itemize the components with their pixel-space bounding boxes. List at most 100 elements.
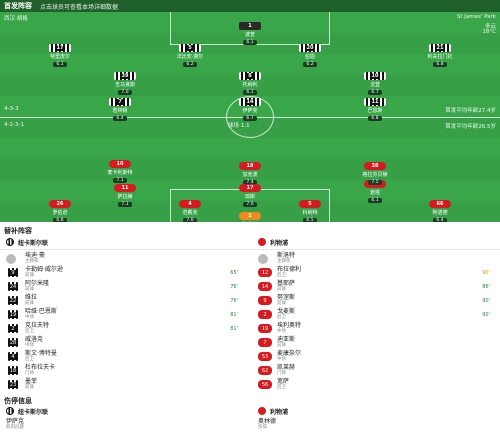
sub-position: 前锋 [277,300,286,306]
injury-row[interactable]: 伊萨克 肌肉问题 [6,418,246,431]
away-player[interactable]: 5 科纳特 6.5 [280,200,340,222]
home-player[interactable]: 7 若林顿 6.4 [90,98,150,121]
player-rating: 6.1 [368,198,382,203]
player-rating: 6.2 [303,62,317,67]
sub-row[interactable]: 22 维拉 前锋 76' [6,294,246,307]
home-player[interactable]: 21 利夫拉门托 6.8 [410,44,470,67]
injury-reason: 肌肉问题 [6,424,24,430]
lineup-header: 首发阵容 点击球员可查看本场详细数据 [0,0,500,12]
player-name: 若林顿 [112,108,128,114]
sub-row[interactable]: 56 宽萨 后卫 [258,378,498,391]
sub-number: 24 [6,282,20,291]
sub-name: 迪亚斯 [277,335,296,343]
shirt-number: 1 [248,23,252,29]
sub-number-text: 12 [261,269,269,276]
sub-row[interactable]: 23 墨菲 前锋 [6,378,246,391]
shirt-icon: 26 [49,200,71,208]
home-player[interactable]: 14 伊萨克 6.7 [220,98,280,121]
shirt-number: 8 [246,73,254,79]
sub-position: 后卫 [277,384,286,390]
player-name: 伯恩 [304,54,315,60]
sub-row[interactable]: 埃迪·豪 主教练 [6,252,246,265]
home-player[interactable]: 10 戈登 6.7 [345,72,405,95]
sub-number: 62 [258,366,272,375]
sub-row[interactable]: 19 埃利奥特 中场 [258,322,498,335]
shirt-number: 26 [56,201,64,207]
shirt-icon: 1 [239,212,261,220]
home-player[interactable]: 17 特里皮尔 6.1 [30,44,90,67]
sub-row[interactable]: 12 布拉德利 后卫 90' [258,266,498,279]
sub-row[interactable]: 18 杜布拉夫卡 门将 [6,364,246,377]
sub-text: 哈维·巴恩斯 中场 [25,308,57,321]
injury-name: 伊萨克 [6,417,25,425]
player-rating: 6.1 [243,40,257,45]
sub-text: 戈麦斯 后卫 [277,308,295,321]
home-player[interactable]: 1 波普 6.1 [220,22,280,45]
sub-row[interactable]: 28 威洛克 中场 [6,336,246,349]
sub-position: 前锋 [25,300,34,306]
sub-number: 4 [6,352,20,361]
away-formation: 4-2-3-1 [4,122,24,128]
sub-row[interactable]: 2 克拉夫特 后卫 81' [6,322,246,335]
player-name: 萨拉赫 [117,194,133,200]
shirt-icon: 17 [49,44,71,52]
sub-number-text: 28 [8,339,18,346]
sub-row[interactable]: 2 戈麦斯 后卫 90' [258,308,498,321]
sub-row[interactable]: 9 卡勒姆·威尔逊 前锋 65' [6,266,246,279]
sub-row[interactable]: 19 哈维·巴恩斯 中场 81' [6,308,246,321]
shirt-icon: 11 [114,184,136,192]
sub-row[interactable]: 7 迪亚斯 前锋 [258,336,498,349]
home-player[interactable]: 8 托纳利 6.1 [220,72,280,95]
away-player[interactable]: 18 加克波 7.4 [220,162,280,185]
sub-position: 主教练 [25,258,39,264]
home-player[interactable]: 39 吉马良斯 7.0 [95,72,155,95]
sub-row[interactable]: 24 阿尔米隆 前锋 76' [6,280,246,293]
home-player[interactable]: 11 巴恩斯 6.8 [345,98,405,121]
sub-text: 威洛克 中场 [25,336,43,349]
injuries-away-team: 利物浦 [258,406,288,416]
away-player[interactable]: 1阿利松6.3 [220,212,280,222]
sub-text: 阿尔米隆 前锋 [25,279,50,293]
sub-text: 布拉德利 后卫 [277,266,301,279]
sub-number: 23 [6,380,20,389]
sub-name: 阿尔米隆 [25,279,50,287]
sub-row[interactable]: 斯洛特 主教练 [258,252,498,265]
sub-number: 9 [258,296,272,305]
sub-name: 斯文·博特曼 [25,349,57,357]
sub-number: 28 [6,338,20,347]
sub-row[interactable]: 53 麦康奈尔 中场 [258,350,498,363]
away-player[interactable]: 26 罗伯逊 6.6 [30,200,90,222]
sub-number-text: 9 [10,269,16,276]
sub-number: 56 [258,380,272,389]
sub-text: 克拉夫特 后卫 [25,322,49,335]
subs-home-team: 纽卡斯尔联 [6,237,48,247]
away-player[interactable]: 66 阿诺德 6.4 [410,200,470,222]
home-avg-age: 首发平均年龄27.4岁 [445,108,496,114]
away-player[interactable]: 11 萨拉赫 7.1 [95,184,155,207]
sub-row[interactable]: 4 斯文·博特曼 后卫 [6,350,246,363]
sub-row[interactable]: 14 基耶萨 前锋 86' [258,280,498,293]
sub-position: 门将 [277,370,286,376]
sub-position: 后卫 [277,272,286,278]
subs-title: 替补阵容 [4,227,32,235]
shirt-icon: 39 [114,72,136,80]
sub-position: 前锋 [277,286,286,292]
away-player[interactable]: 17 琼斯 7.0 [220,184,280,207]
away-player[interactable]: 38 格拉芬贝赫 7.5 [345,162,405,185]
shirt-number: 7 [116,99,124,105]
injuries-home-team-name: 纽卡斯尔联 [18,408,49,416]
shirt-icon: 7 [109,98,131,106]
player-rating: 6.1 [53,62,67,67]
subs-away-team-name: 利物浦 [270,239,289,247]
player-rating: 7.0 [183,218,197,222]
shirt-icon: 11 [364,98,386,106]
sub-row[interactable]: 9 努涅斯 前锋 90' [258,294,498,307]
sub-number: 2 [6,324,20,333]
away-player[interactable]: 4 范戴克 7.0 [160,200,220,222]
sub-number: 12 [258,268,272,277]
away-player[interactable]: 10 麦卡利斯特 7.1 [90,160,150,183]
sub-row[interactable]: 62 凯莱赫 门将 [258,364,498,377]
home-player[interactable]: 5 法比安·谢尔 6.2 [160,44,220,67]
home-player[interactable]: 20 伯恩 6.2 [280,44,340,67]
injury-row[interactable]: 奥林德 伤病 [258,418,498,431]
